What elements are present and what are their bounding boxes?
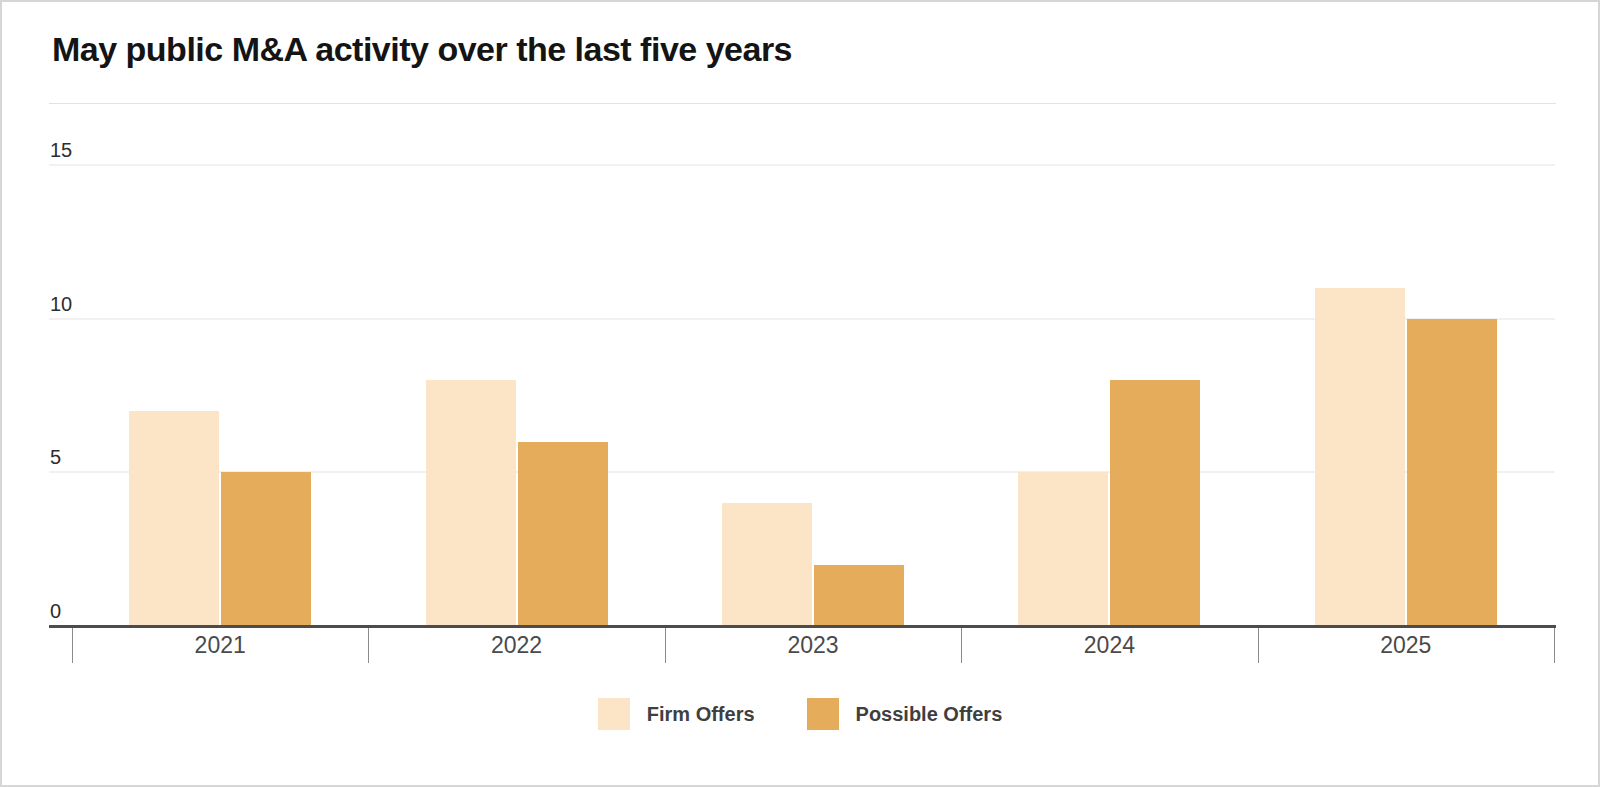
- legend-swatch-possible-offers: [807, 698, 839, 730]
- bar-firm-offers: [1315, 288, 1405, 626]
- plot-area: 0 5 10 15 20212022202320242025: [2, 2, 1598, 785]
- gridline: [49, 164, 1555, 166]
- x-axis-category-label: 2023: [665, 632, 961, 659]
- bar-possible-offers: [814, 565, 904, 626]
- x-axis-category-label: 2021: [72, 632, 368, 659]
- legend-swatch-firm-offers: [598, 698, 630, 730]
- legend: Firm Offers Possible Offers: [2, 698, 1598, 730]
- bar-possible-offers: [1407, 319, 1497, 626]
- y-axis-tick-label: 15: [50, 139, 72, 161]
- bar-firm-offers: [426, 380, 516, 626]
- chart-page: May public M&A activity over the last fi…: [0, 0, 1600, 787]
- bar-firm-offers: [722, 503, 812, 626]
- x-axis-category-label: 2025: [1258, 632, 1554, 659]
- legend-label-firm-offers: Firm Offers: [647, 703, 755, 726]
- bar-possible-offers: [518, 442, 608, 626]
- legend-label-possible-offers: Possible Offers: [856, 703, 1003, 726]
- legend-item-possible-offers[interactable]: Possible Offers: [807, 698, 1003, 730]
- y-axis-tick-label: 5: [50, 446, 61, 468]
- y-axis-tick-label: 10: [50, 293, 72, 315]
- x-axis-tick: [1554, 626, 1555, 663]
- y-axis-tick-label: 0: [50, 600, 61, 622]
- x-axis-category-label: 2024: [961, 632, 1257, 659]
- bar-possible-offers: [1110, 380, 1200, 626]
- bar-firm-offers: [129, 411, 219, 626]
- x-axis-line: [49, 625, 1556, 628]
- legend-item-firm-offers[interactable]: Firm Offers: [598, 698, 755, 730]
- x-axis-category-label: 2022: [368, 632, 664, 659]
- bar-firm-offers: [1018, 472, 1108, 626]
- bar-possible-offers: [221, 472, 311, 626]
